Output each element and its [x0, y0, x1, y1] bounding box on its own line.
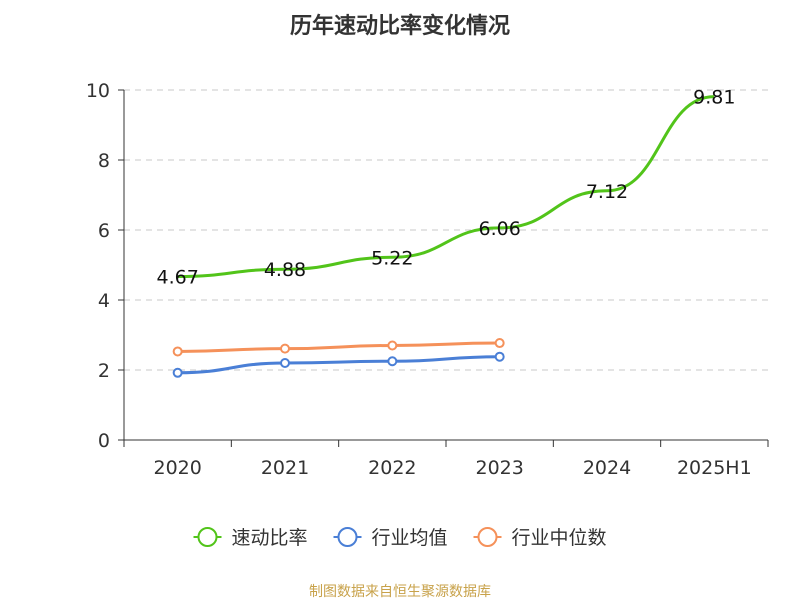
legend[interactable]: 速动比率 行业均值 行业中位数	[193, 527, 607, 549]
series-point-2	[280, 343, 290, 354]
y-tick-label: 0	[98, 430, 110, 452]
series-point-2	[387, 340, 398, 351]
series-point-1	[494, 351, 505, 362]
series-point-2	[172, 346, 183, 357]
series-line-0	[177, 95, 715, 279]
grid	[124, 89, 768, 371]
legend-marker	[197, 527, 218, 547]
legend-item[interactable]: 速动比率	[193, 527, 308, 549]
data-label: 9.81	[693, 87, 735, 109]
y-tick-label: 4	[98, 290, 110, 312]
legend-item[interactable]: 行业中位数	[473, 527, 607, 549]
x-tick-label: 2021	[261, 457, 309, 479]
chart-title: 历年速动比率变化情况	[290, 13, 510, 39]
data-labels: 4.67 4.88 5.22 6.06 7.12 9.81	[157, 87, 736, 289]
series-line-2	[177, 341, 500, 353]
x-tick-label: 2025H1	[677, 457, 752, 479]
legend-marker	[337, 527, 358, 547]
y-tick-label: 2	[98, 360, 110, 382]
series-line-1	[177, 355, 500, 375]
x-tick-label: 2020	[153, 457, 201, 479]
data-label: 4.88	[264, 259, 306, 281]
data-label: 5.22	[371, 247, 413, 269]
x-tick-label: 2022	[368, 457, 416, 479]
legend-label: 速动比率	[232, 527, 308, 549]
x-tick-label: 2024	[583, 457, 631, 479]
data-label: 4.67	[157, 267, 199, 289]
x-tick-label: 2023	[475, 457, 523, 479]
legend-marker	[477, 527, 498, 547]
legend-label: 行业均值	[372, 527, 448, 549]
data-label: 7.12	[586, 181, 628, 203]
axes: 0 2 4 6 8 10 2020 2021 2022 2023 2024 2025H1	[86, 80, 769, 479]
legend-label: 行业中位数	[512, 527, 607, 549]
legend-item[interactable]: 行业均值	[333, 527, 448, 549]
source-note: 制图数据来自恒生聚源数据库	[309, 584, 491, 600]
y-tick-label: 6	[98, 220, 110, 242]
series-lines	[172, 95, 715, 378]
series-point-1	[172, 367, 183, 378]
y-tick-label: 10	[86, 80, 110, 102]
data-label: 6.06	[479, 218, 521, 240]
y-tick-label: 8	[98, 150, 110, 172]
series-point-2	[494, 338, 505, 349]
series-point-1	[387, 356, 398, 367]
series-point-1	[280, 358, 290, 368]
